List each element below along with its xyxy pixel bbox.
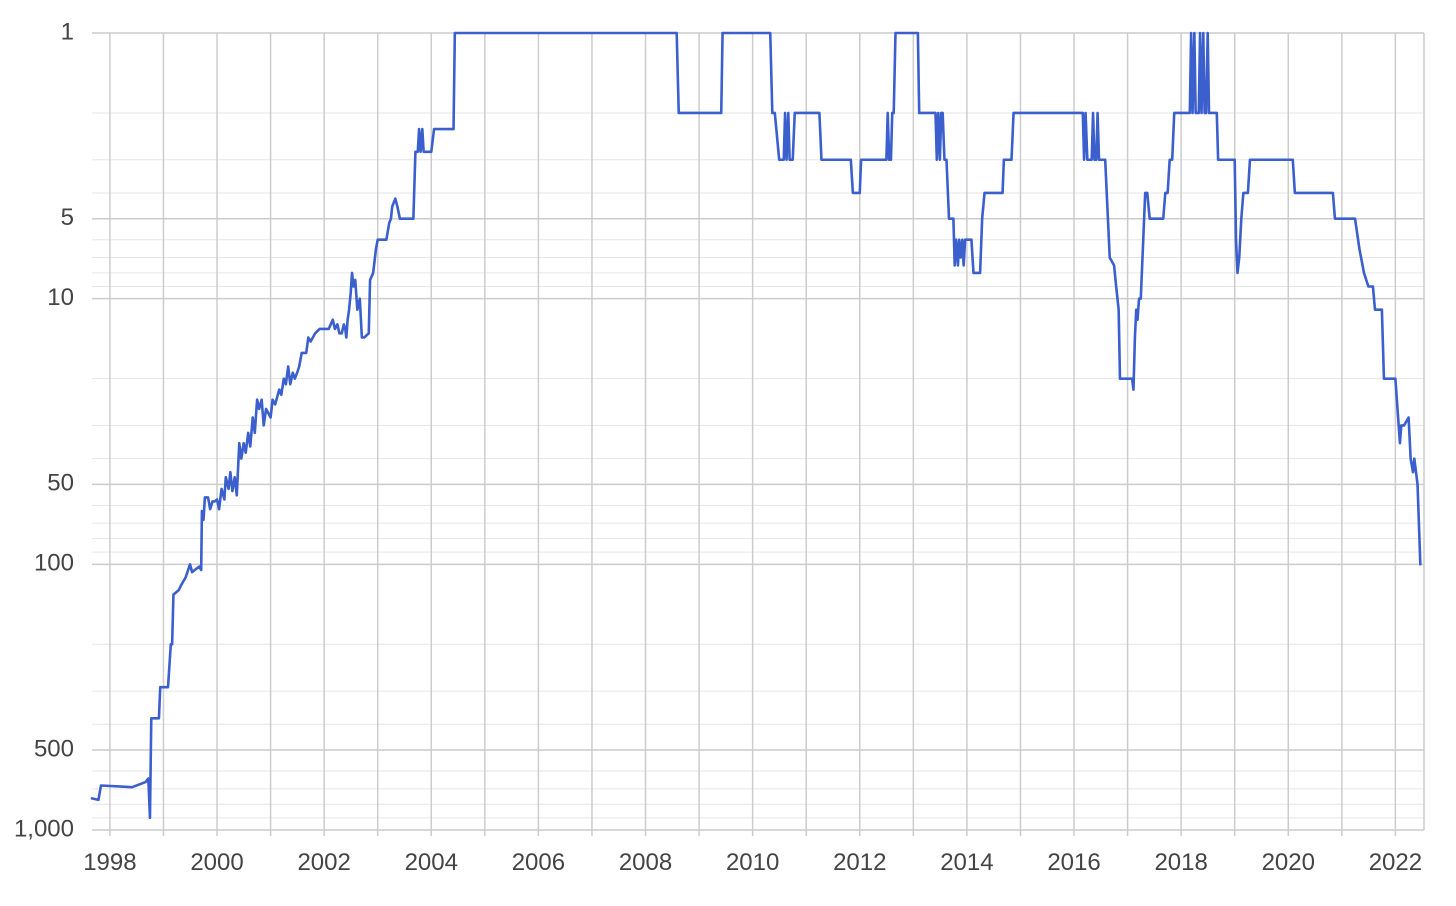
x-tick-label: 2004 [405,849,458,876]
y-axis-labels: 1 5 10 50 100 500 1,000 [14,18,74,842]
x-tick-label: 2014 [940,849,993,876]
x-tick-label: 2006 [512,849,565,876]
x-tick-label: 1998 [83,849,136,876]
y-tick-label: 100 [34,550,74,577]
x-tick-label: 2012 [833,849,886,876]
y-tick-label: 5 [61,204,74,231]
y-tick-label: 10 [47,284,74,311]
y-tick-label: 1 [61,18,74,45]
major-gridlines [92,32,1425,836]
data-series [90,31,1422,820]
x-tick-label: 2000 [190,849,243,876]
x-tick-label: 2002 [297,849,350,876]
x-tick-label: 2016 [1047,849,1100,876]
y-tick-label: 1,000 [14,815,74,842]
x-tick-label: 2018 [1154,849,1207,876]
x-tick-label: 2010 [726,849,779,876]
series-line [90,31,1422,820]
x-axis-labels: 1998 2000 2002 2004 2006 2008 2010 2012 2014 2016… [83,849,1422,876]
x-tick-label: 2008 [619,849,672,876]
y-tick-label: 50 [47,470,74,497]
x-tick-label: 2022 [1369,849,1422,876]
x-tick-label: 2020 [1262,849,1315,876]
minor-gridlines [92,33,1424,836]
y-tick-label: 500 [34,735,74,762]
